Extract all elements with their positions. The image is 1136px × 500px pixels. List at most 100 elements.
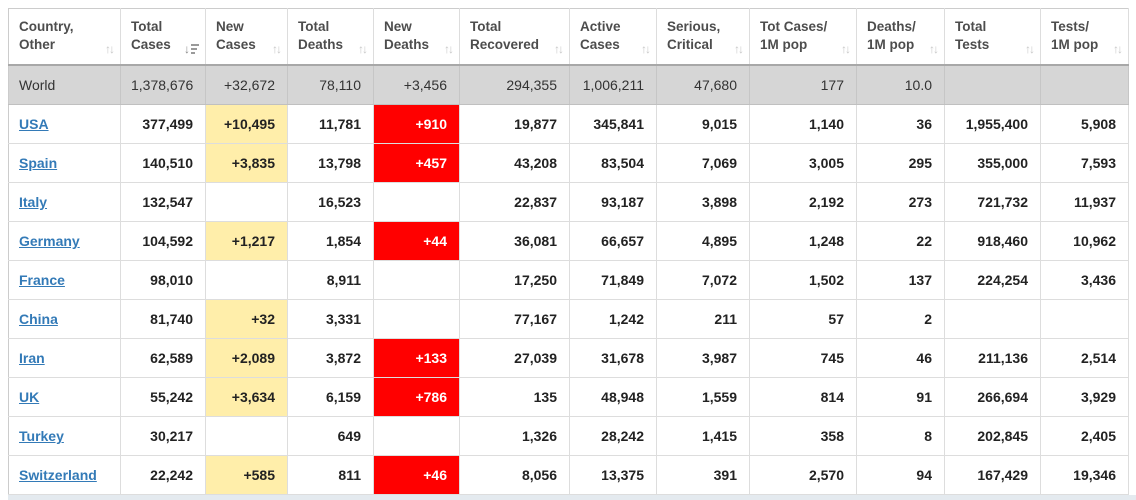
cell-total-cases: 30,217 <box>120 416 206 456</box>
column-header-total-deaths[interactable]: Total Deaths ↑↓ <box>287 8 374 66</box>
country-link[interactable]: UK <box>19 389 40 405</box>
cell-total-recovered: 8,056 <box>459 455 570 495</box>
cell-new-cases: +3,634 <box>205 377 288 417</box>
country-link[interactable]: Spain <box>19 155 58 171</box>
cell-total-deaths: 811 <box>287 455 374 495</box>
cell-total-recovered: 1,326 <box>459 416 570 456</box>
country-label: World <box>19 76 56 93</box>
cell-new-deaths <box>373 416 460 456</box>
cell-total-deaths: 13,798 <box>287 143 374 183</box>
cell-serious-critical: 9,015 <box>656 104 750 144</box>
cell-total-tests: 721,732 <box>944 182 1041 222</box>
cell-deaths-1m: 273 <box>856 182 945 222</box>
column-label-line2: Deaths <box>384 37 430 53</box>
cell-active-cases: 83,504 <box>569 143 657 183</box>
cell-new-cases: +3,835 <box>205 143 288 183</box>
cell-tot-cases-1m: 3,005 <box>749 143 857 183</box>
cell-total-tests: 224,254 <box>944 260 1041 300</box>
column-header-total-recovered[interactable]: Total Recovered ↑↓ <box>459 8 570 66</box>
table-row: Switzerland 22,242 +585 811 +46 8,056 13,375 39… <box>8 455 1129 495</box>
column-header-total-cases[interactable]: Total Cases ↓ <box>120 8 206 66</box>
cell-total-cases: 140,510 <box>120 143 206 183</box>
cell-serious-critical: 47,680 <box>656 64 750 105</box>
sort-both-icon: ↑↓ <box>641 41 651 56</box>
cell-active-cases: 31,678 <box>569 338 657 378</box>
column-header-new-cases[interactable]: New Cases ↑↓ <box>205 8 288 66</box>
cell-serious-critical: 211 <box>656 299 750 339</box>
cell-country: UK <box>8 377 121 417</box>
cell-country: France <box>8 260 121 300</box>
cell-new-cases <box>205 182 288 222</box>
cell-total-cases: 22,242 <box>120 455 206 495</box>
column-label-line2: Tests <box>955 37 990 53</box>
country-link[interactable]: Iran <box>19 350 45 366</box>
column-header-new-deaths[interactable]: New Deaths ↑↓ <box>373 8 460 66</box>
cell-country: USA <box>8 104 121 144</box>
table-row: Spain 140,510 +3,835 13,798 +457 43,208 83,504… <box>8 143 1129 183</box>
column-label-line1: New <box>384 19 412 35</box>
country-link[interactable]: Germany <box>19 233 80 249</box>
cell-tot-cases-1m: 2,192 <box>749 182 857 222</box>
column-label-line2: 1M pop <box>1051 37 1099 53</box>
table-body: World 1,378,676 +32,672 78,110 +3,456 294,355… <box>8 64 1129 495</box>
column-label-line2: Recovered <box>470 37 540 53</box>
cell-active-cases: 1,006,211 <box>569 64 657 105</box>
cell-new-deaths <box>373 299 460 339</box>
cell-tests-1m: 3,929 <box>1040 377 1129 417</box>
column-label-line2: 1M pop <box>867 37 915 53</box>
country-link[interactable]: Turkey <box>19 428 64 444</box>
cell-deaths-1m: 8 <box>856 416 945 456</box>
sort-both-icon: ↑↓ <box>1113 41 1123 56</box>
country-link[interactable]: USA <box>19 116 49 132</box>
cell-total-cases: 1,378,676 <box>120 64 206 105</box>
column-header-country[interactable]: Country, Other ↑↓ <box>8 8 121 66</box>
country-link[interactable]: China <box>19 311 58 327</box>
cell-total-recovered: 43,208 <box>459 143 570 183</box>
table-row: Italy 132,547 16,523 22,837 93,187 3,898 2,192… <box>8 182 1129 222</box>
column-header-total-tests[interactable]: Total Tests ↑↓ <box>944 8 1041 66</box>
cell-country: Turkey <box>8 416 121 456</box>
column-label-line1: Total <box>955 19 987 35</box>
sort-both-icon: ↑↓ <box>272 41 282 56</box>
cell-country: Iran <box>8 338 121 378</box>
page-section-divider <box>8 495 1136 500</box>
cell-total-deaths: 3,331 <box>287 299 374 339</box>
cell-total-tests: 266,694 <box>944 377 1041 417</box>
sort-both-icon: ↑↓ <box>1025 41 1035 56</box>
cell-tot-cases-1m: 2,570 <box>749 455 857 495</box>
column-label-line2: Critical <box>667 37 713 53</box>
table-row: Turkey 30,217 649 1,326 28,242 1,415 358 8 202,8… <box>8 416 1129 456</box>
cell-total-deaths: 16,523 <box>287 182 374 222</box>
column-header-serious-critical[interactable]: Serious, Critical ↑↓ <box>656 8 750 66</box>
cell-tests-1m: 2,514 <box>1040 338 1129 378</box>
cell-serious-critical: 3,987 <box>656 338 750 378</box>
cell-total-cases: 55,242 <box>120 377 206 417</box>
cell-country: Italy <box>8 182 121 222</box>
cell-tot-cases-1m: 814 <box>749 377 857 417</box>
cell-new-cases: +32 <box>205 299 288 339</box>
country-link[interactable]: France <box>19 272 65 288</box>
cell-deaths-1m: 2 <box>856 299 945 339</box>
cell-new-deaths: +46 <box>373 455 460 495</box>
sort-both-icon: ↑↓ <box>358 41 368 56</box>
cell-active-cases: 345,841 <box>569 104 657 144</box>
column-header-deaths-1m[interactable]: Deaths/1M pop ↑↓ <box>856 8 945 66</box>
cell-total-recovered: 19,877 <box>459 104 570 144</box>
cell-serious-critical: 1,415 <box>656 416 750 456</box>
cell-new-cases <box>205 416 288 456</box>
country-link[interactable]: Switzerland <box>19 467 97 483</box>
cell-new-deaths: +133 <box>373 338 460 378</box>
column-label-line2: Deaths <box>298 37 344 53</box>
cell-tests-1m: 19,346 <box>1040 455 1129 495</box>
column-header-tot-cases-1m[interactable]: Tot Cases/1M pop ↑↓ <box>749 8 857 66</box>
column-header-tests-1m[interactable]: Tests/1M pop ↑↓ <box>1040 8 1129 66</box>
cell-new-cases <box>205 260 288 300</box>
cell-deaths-1m: 295 <box>856 143 945 183</box>
country-link[interactable]: Italy <box>19 194 48 210</box>
cell-new-deaths <box>373 182 460 222</box>
column-header-active-cases[interactable]: Active Cases ↑↓ <box>569 8 657 66</box>
cell-tests-1m: 10,962 <box>1040 221 1129 261</box>
sort-both-icon: ↑↓ <box>929 41 939 56</box>
column-label-line2: 1M pop <box>760 37 808 53</box>
header-row: Country, Other ↑↓ Total Cases ↓ New Cases ↑↓ Tota… <box>8 8 1129 66</box>
